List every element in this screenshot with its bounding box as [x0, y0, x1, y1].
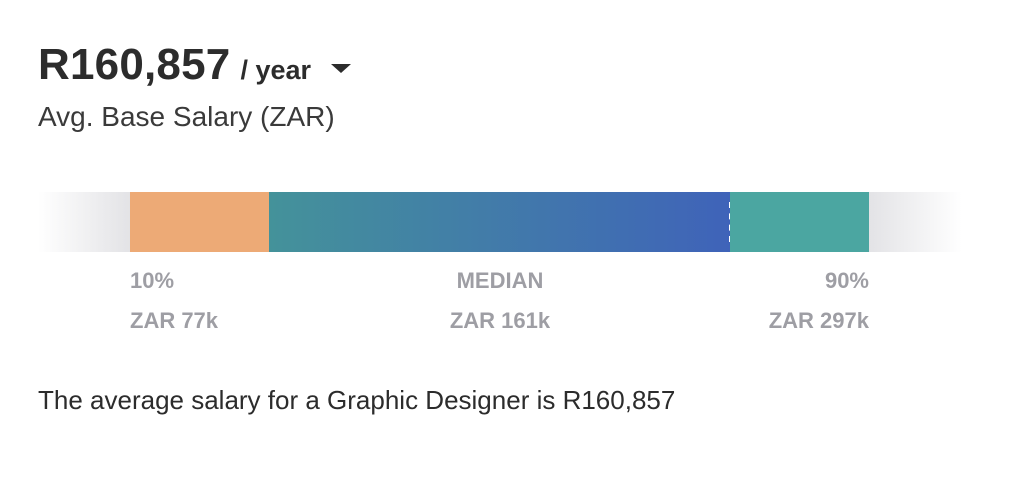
- salary-header: R160,857 / year: [38, 40, 351, 90]
- salary-description: The average salary for a Graphic Designe…: [38, 385, 676, 415]
- range-track-right: [869, 192, 962, 252]
- caret-down-icon[interactable]: [331, 64, 351, 73]
- high-salary-value: ZAR 297k: [768, 308, 869, 333]
- salary-subtitle: Avg. Base Salary (ZAR): [38, 101, 335, 132]
- salary-amount: R160,857: [38, 40, 231, 89]
- high-percentile-label: 90%: [824, 268, 869, 293]
- pay-period-dropdown[interactable]: / year: [240, 55, 351, 86]
- low-percentile-label: 10%: [130, 268, 175, 293]
- range-segment-mid: [269, 192, 731, 252]
- range-track-left: [38, 192, 130, 252]
- range-segment-high: [730, 192, 869, 252]
- pay-period-label[interactable]: / year: [240, 55, 311, 85]
- range-segment-low: [130, 192, 269, 252]
- salary-range-bar: [38, 192, 962, 252]
- median-salary-value: ZAR 161k: [449, 308, 551, 333]
- median-label: MEDIAN: [456, 268, 544, 293]
- low-salary-value: ZAR 77k: [130, 308, 219, 333]
